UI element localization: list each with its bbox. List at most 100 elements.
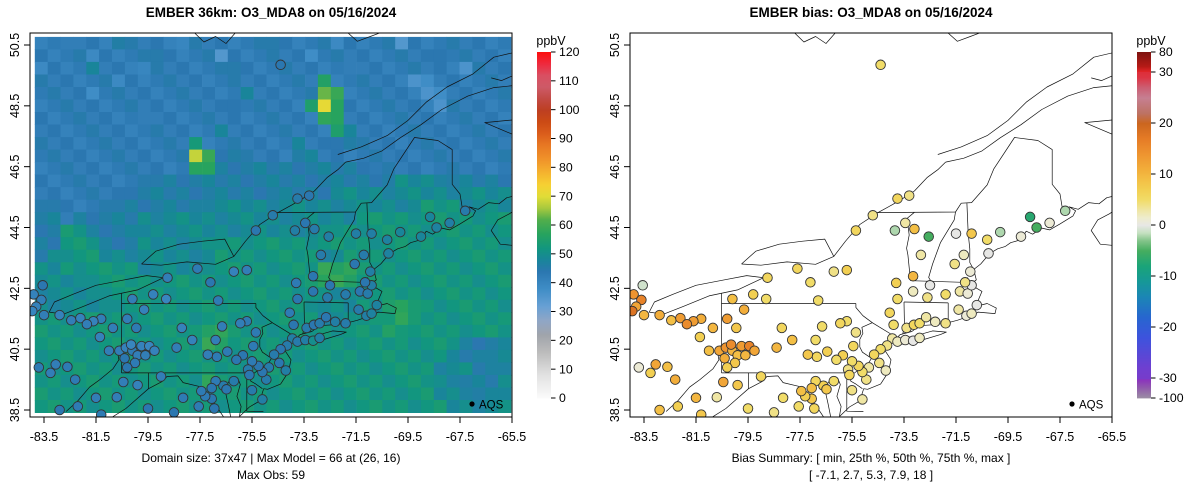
colorbar-slice [537, 120, 551, 122]
x-tick-label: -77.5 [186, 430, 215, 444]
grid-cell [240, 49, 254, 63]
grid-cell [124, 237, 139, 251]
colorbar-slice [1137, 121, 1151, 123]
colorbar-slice [537, 148, 551, 150]
grid-cell [485, 337, 499, 351]
grid-cell [189, 124, 203, 138]
grid-cell [408, 199, 422, 213]
grid-cell [292, 387, 306, 401]
grid-cell [498, 87, 512, 100]
ny-nj-border-path [272, 322, 293, 336]
grid-cell [189, 224, 203, 238]
grid-cell [459, 36, 473, 50]
grid-cell [356, 337, 370, 351]
x-tick-label: -75.5 [238, 430, 267, 444]
colorbar-slice [537, 214, 551, 216]
colorbar-slice [537, 334, 551, 336]
grid-cell [176, 87, 190, 100]
colorbar-slice [537, 229, 551, 231]
colorbar-slice [537, 319, 551, 321]
grid-cell [253, 249, 267, 263]
station-marker [718, 376, 729, 388]
colorbar-slice [537, 381, 551, 383]
station-marker [155, 371, 167, 382]
colorbar-slice [537, 227, 551, 229]
grid-cell [47, 162, 61, 176]
grid-cell [34, 349, 48, 363]
colorbar-slice [537, 397, 551, 399]
grid-cell [330, 137, 344, 151]
colorbar-slice [1137, 312, 1151, 314]
grid-cell [279, 249, 293, 263]
colorbar-slice [1137, 268, 1151, 270]
colorbar-slice [537, 266, 551, 268]
grid-cell [317, 400, 332, 413]
grid-cell [408, 374, 422, 388]
grid-cell [343, 337, 357, 351]
station-marker [892, 193, 903, 204]
colorbar-slice [537, 385, 551, 387]
grid-cell [150, 224, 164, 238]
colorbar-slice [537, 280, 551, 282]
grid-cell [112, 212, 126, 226]
colorbar-slice [537, 272, 551, 274]
grid-cell [279, 174, 293, 188]
grid-cell [459, 362, 473, 376]
grid-cell [227, 400, 241, 413]
grid-cell [395, 36, 409, 50]
grid-cell [420, 337, 435, 351]
grid-cell [408, 61, 422, 75]
station-marker [142, 403, 154, 414]
colorbar-slice [1137, 221, 1151, 223]
grid-cell [99, 249, 113, 263]
grid-cell [202, 312, 216, 326]
colorbar-slice [1137, 182, 1151, 184]
colorbar-slice [537, 380, 551, 382]
grid-cell [498, 400, 512, 413]
colorbar-slice [1137, 321, 1151, 323]
grid-cell [86, 299, 100, 313]
colorbar-slice [1137, 206, 1151, 208]
grid-cell [150, 174, 164, 188]
grid-cell [112, 224, 126, 238]
grid-cell [485, 400, 499, 413]
grid-cell [356, 149, 370, 163]
grid-cell [485, 249, 499, 263]
grid-cell [382, 274, 396, 288]
map-layers [30, 33, 512, 417]
colorbar-slice [537, 261, 551, 263]
grid-cell [305, 61, 319, 75]
vt-nh-border-path [328, 211, 356, 282]
colorbar-slice [537, 303, 551, 305]
grid-cell [150, 112, 164, 125]
grid-cell [408, 162, 422, 176]
colorbar-slice [537, 245, 551, 247]
grid-cell [433, 274, 447, 288]
grid-cell [343, 49, 357, 63]
grid-cell [498, 212, 512, 226]
colorbar-slice [537, 375, 551, 377]
colorbar-tick-label: 90 [559, 132, 573, 146]
grid-cell [356, 362, 370, 376]
colorbar-slice [537, 172, 551, 174]
grid-cell [343, 61, 357, 75]
colorbar-slice [537, 241, 551, 243]
grid-cell [459, 224, 473, 238]
colorbar-slice [1137, 57, 1151, 59]
grid-cell [163, 112, 177, 125]
station-marker [94, 331, 106, 343]
grid-cell [459, 400, 473, 413]
station-marker [292, 193, 303, 204]
colorbar-slice [537, 221, 551, 223]
grid-cell [189, 274, 203, 288]
colorbar-slice [537, 269, 551, 271]
grid-cell [485, 87, 499, 100]
colorbar-slice [1137, 63, 1151, 65]
station-marker [922, 292, 933, 303]
colorbar-slice [1137, 344, 1151, 346]
station-marker [822, 346, 833, 357]
colorbar-slice [1137, 95, 1151, 97]
colorbar-slice [537, 166, 551, 168]
grid-cell [369, 36, 383, 50]
colorbar-slice [537, 83, 551, 85]
